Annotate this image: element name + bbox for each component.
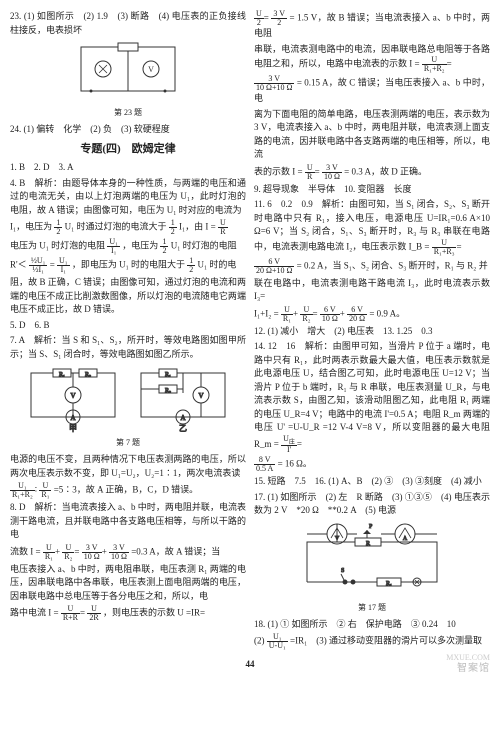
topic-title: 专题(四) 欧姆定律 — [10, 141, 246, 158]
page-number: 44 — [10, 658, 490, 672]
q7-t2: 电源的电压不变，且两种情况下电压表测两路的电压，所以两次电压表示数不变，即 U₁… — [10, 453, 246, 480]
q17-fig-label: 第 17 题 — [254, 602, 490, 614]
svg-text:V: V — [198, 392, 203, 400]
q4-line2: I₁，电压为 12 U₁ 时通过灯泡的电流大于 12 I₁，由 I = UR — [10, 219, 246, 236]
svg-text:P: P — [369, 524, 373, 530]
r-t2: 串联，电流表测电路中的电流，因串联电路总电阻等于各路电阻之和，所以，电路中电流表… — [254, 43, 490, 74]
q8-l3: 电压表接入 a、b 中时，两电阻串联，电压表测 R₁ 两端的电压，因串联电路中各… — [10, 563, 246, 604]
q11-l4: I₁+I₂ = UR₁+ UR₂= 6 V10 Ω+ 6 V20 Ω = 0.9… — [254, 306, 490, 323]
svg-text:R₁: R₁ — [59, 372, 65, 378]
line-18: 18. (1) ① 如图所示 ② 右 保护电路 ③ 0.24 10 — [254, 618, 490, 632]
q4-line4: R'＜ ½U₁½I₁ = U₁I₁ ，即电压为 U₁ 时的电阻大于 12 U₁ … — [10, 257, 246, 274]
two-circuits-icon: R₁ R₂ V A 甲 R₁ R₂ V A 乙 — [23, 365, 233, 435]
line-5-6: 5. D 6. B — [10, 319, 246, 333]
q11-l2: 6 V20 Ω+10 Ω = 0.2 A，当 S₁、S₂ 闭合、S₃ 断开时，R… — [254, 258, 490, 275]
q11-lead: 11. 6 0.2 0.9 解析：由图可知，当 S₁ 闭合，S₂、S₃ 断开时电… — [254, 198, 490, 256]
svg-text:V: V — [70, 392, 75, 400]
line-15-16: 15. 短路 7.5 16. (1) A、B (2) ③ (3) ③刻度 (4)… — [254, 475, 490, 489]
svg-text:乙: 乙 — [179, 424, 187, 433]
watermark-logo: 智案馆 — [457, 661, 490, 676]
right-column: U2= 3 V2 = 1.5 V，故 B 错误；当电流表接入 a、b 中时，两电… — [254, 8, 490, 652]
circuit-icon: V — [73, 41, 183, 105]
q17-lead: 17. (1) 如图所示 (2) 左 R 断路 (3) ①③⑤ (4) 电压表示… — [254, 491, 490, 518]
q4-line3: 电压为 U₁ 时灯泡的电阻 U₁I₁ ，电压为 12 U₁ 时灯泡的电阻 — [10, 238, 246, 255]
q23-fig-label: 第 23 题 — [10, 107, 246, 119]
q7-lead: 7. A 解析：当 S 和 S₁、S₂，所开时，等效电路图如图甲所示；当 S、S… — [10, 334, 246, 361]
svg-text:A: A — [70, 414, 75, 422]
svg-text:A: A — [180, 414, 185, 422]
q7-figure: R₁ R₂ V A 甲 R₁ R₂ V A 乙 第 7 题 — [10, 365, 246, 449]
svg-text:R₂: R₂ — [85, 372, 91, 378]
circuit-meters-icon: V R P A S R₁ — [297, 522, 447, 600]
q4-lead: 4. B 解析：由题导体本身的一种性质，与两端的电压和通过的电流无关，由以上灯泡… — [10, 177, 246, 218]
r-t4: 离为下面电阻的简单电路，电压表测两端的电压，表示数为 3 V，电流表接入 a、b… — [254, 108, 490, 162]
svg-text:R₂: R₂ — [165, 388, 171, 394]
line-12-13: 12. (1) 减小 增大 (2) 电压表 13. 1.25 0.3 — [254, 325, 490, 339]
left-column: 23. (1) 如图所示 (2) 1.9 (3) 断路 (4) 电压表的正负接线… — [10, 8, 246, 652]
q8-lead: 8. D 解析：当电流表接入 a、b 中时，两电阻并联，电流表测干路电流，且并联… — [10, 501, 246, 542]
svg-text:S: S — [341, 568, 344, 574]
r-t3: 3 V10 Ω+10 Ω = 0.15 A，故 C 错误；当电压表接入 a、b … — [254, 75, 490, 106]
q23-figure: V 第 23 题 — [10, 41, 246, 119]
q14-lead: 14. 12 16 解析：由图甲可知，当滑片 P 位于 a 端时，电路中只有 R… — [254, 340, 490, 454]
line-1-3: 1. B 2. D 3. A — [10, 161, 246, 175]
svg-text:甲: 甲 — [69, 424, 77, 433]
line-9-10: 9. 超导现象 半导体 10. 变阻器 长度 — [254, 183, 490, 197]
q14-l2: 8 V0.5 A = 16 Ω。 — [254, 456, 490, 473]
r-t5: 表的示数 I = UR= 3 V10 Ω = 0.3 A，故 D 正确。 — [254, 164, 490, 181]
q11-l3: 联在电路中，电流表测电路干路电流 I₃，此时电流表示数 I₃= — [254, 277, 490, 304]
q23-lead: 23. (1) 如图所示 (2) 1.9 (3) 断路 (4) 电压表的正负接线… — [10, 10, 246, 37]
svg-text:R₁: R₁ — [165, 372, 171, 378]
svg-text:R₁: R₁ — [386, 581, 392, 587]
q18-b: (2) U₁U-U₁ =IR₁ (3) 通过移动变阻器的滑片可以多次测量取 — [254, 633, 490, 650]
svg-text:V: V — [148, 65, 154, 74]
q4-tail: 阻，故 B 正确，C 错误；由图像可知，通过灯泡的电流和两端的电压不成正比削激数… — [10, 276, 246, 317]
q8-l2: 流数 I = UR₁+ UR₂= 3 V10 Ω+ 3 V10 Ω =0.3 A… — [10, 544, 246, 561]
q8-l4: 路中电流 I = UR+R= U2R ，则电压表的示数 U =IR= — [10, 605, 246, 622]
svg-text:R: R — [366, 541, 370, 547]
q7-t3: U₁R₁+R₂∶ UR₁ =5∶3，故 A 正确，B，C，D 错误。 — [10, 482, 246, 499]
q7-fig-label: 第 7 题 — [10, 437, 246, 449]
svg-text:A: A — [403, 536, 408, 542]
q24: 24. (1) 偏转 化学 (2) 负 (3) 软硬程度 — [10, 123, 246, 137]
q17-figure: V R P A S R₁ 第 17 题 — [254, 522, 490, 614]
r-t1: U2= 3 V2 = 1.5 V，故 B 错误；当电流表接入 a、b 中时，两电… — [254, 10, 490, 41]
frac-half: 12 — [54, 219, 62, 236]
